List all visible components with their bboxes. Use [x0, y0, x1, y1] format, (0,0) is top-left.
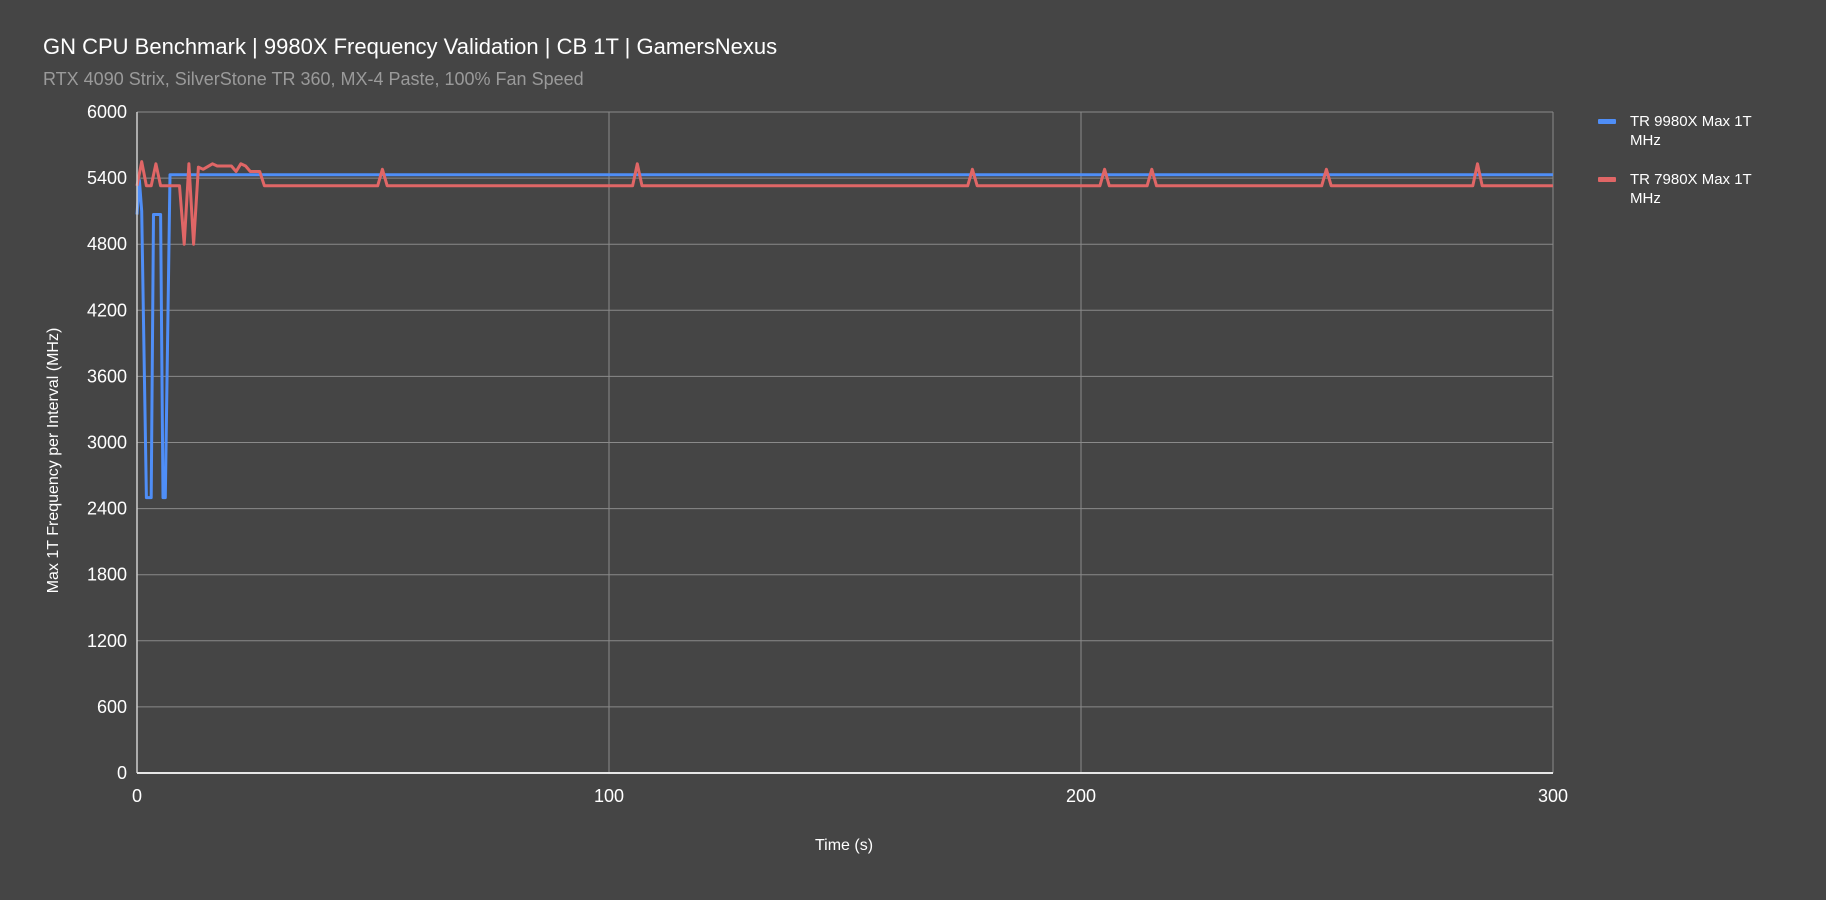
legend-item-7980x[interactable]: TR 7980X Max 1T MHz [1598, 170, 1798, 208]
legend: TR 9980X Max 1T MHz TR 7980X Max 1T MHz [1598, 112, 1798, 228]
y-tick-label: 4800 [87, 234, 127, 254]
chart-title: GN CPU Benchmark | 9980X Frequency Valid… [43, 34, 778, 59]
y-tick-labels: 0 600 1200 1800 2400 3000 3600 4200 4800 5400 6000 [87, 102, 127, 783]
series-lines [135, 160, 1553, 500]
legend-label: TR 9980X Max 1T MHz [1630, 113, 1752, 149]
series-line-0 [135, 173, 1553, 500]
legend-item-9980x[interactable]: TR 9980X Max 1T MHz [1598, 112, 1798, 150]
x-tick-label: 100 [594, 786, 624, 806]
y-tick-label: 1800 [87, 565, 127, 585]
x-tick-label: 200 [1066, 786, 1096, 806]
legend-swatch [1598, 119, 1616, 124]
y-tick-label: 4200 [87, 300, 127, 320]
y-tick-label: 3000 [87, 433, 127, 453]
x-tick-label: 300 [1538, 786, 1568, 806]
x-tick-labels: 0 100 200 300 [132, 786, 1568, 806]
x-axis-title: Time (s) [815, 837, 873, 854]
legend-swatch [1598, 177, 1616, 182]
legend-label: TR 7980X Max 1T MHz [1630, 171, 1752, 207]
y-tick-label: 3600 [87, 366, 127, 386]
chart-subtitle: RTX 4090 Strix, SilverStone TR 360, MX-4… [43, 69, 584, 89]
x-tick-label: 0 [132, 786, 142, 806]
y-axis-title: Max 1T Frequency per Interval (MHz) [45, 328, 62, 594]
grid-lines [137, 111, 1554, 773]
y-tick-label: 2400 [87, 499, 127, 519]
y-tick-label: 5400 [87, 168, 127, 188]
y-tick-label: 1200 [87, 631, 127, 651]
axes [136, 112, 1553, 774]
y-tick-label: 600 [97, 697, 127, 717]
y-tick-label: 6000 [87, 102, 127, 122]
y-tick-label: 0 [117, 763, 127, 783]
series-line-1 [135, 160, 1553, 246]
